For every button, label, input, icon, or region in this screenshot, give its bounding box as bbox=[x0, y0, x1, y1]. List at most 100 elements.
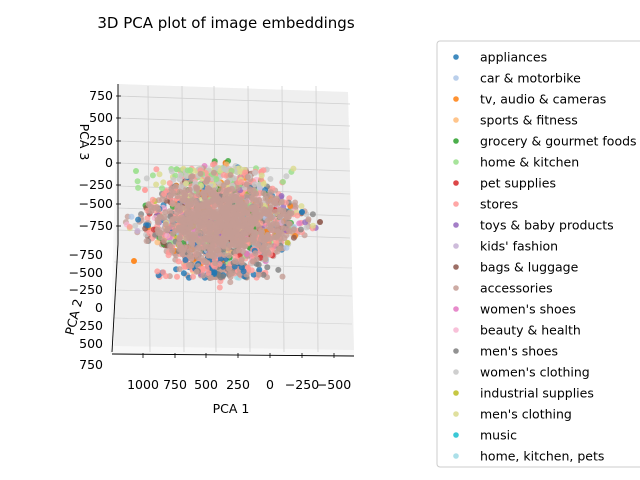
legend-entry: appliances bbox=[453, 50, 547, 65]
scatter-point bbox=[235, 247, 242, 254]
scatter-point bbox=[280, 178, 286, 185]
scatter-point bbox=[220, 182, 227, 189]
legend-label: stores bbox=[480, 197, 518, 212]
scatter-point bbox=[169, 247, 176, 254]
legend-label: women's shoes bbox=[480, 302, 576, 317]
scatter-point bbox=[183, 180, 190, 187]
legend-label: beauty & health bbox=[480, 323, 581, 338]
z-tick-label: −500 bbox=[79, 196, 113, 211]
scatter-points bbox=[122, 158, 323, 291]
scatter-point bbox=[239, 207, 246, 214]
scatter-point bbox=[211, 224, 218, 230]
legend-entry: home, kitchen, pets bbox=[453, 449, 604, 464]
scatter-point bbox=[153, 181, 160, 188]
scatter-point bbox=[206, 230, 213, 237]
scatter-point bbox=[242, 221, 249, 228]
scatter-point bbox=[213, 234, 220, 241]
scatter-point bbox=[227, 279, 234, 286]
scatter-point bbox=[249, 258, 256, 265]
scatter-point bbox=[260, 180, 267, 187]
scatter-point bbox=[280, 207, 287, 214]
scatter-point bbox=[234, 197, 241, 204]
scatter-point bbox=[161, 190, 168, 197]
scatter-point bbox=[193, 268, 200, 275]
scatter-point bbox=[283, 244, 290, 251]
scatter-point bbox=[128, 213, 135, 220]
scatter-point bbox=[154, 268, 161, 275]
scatter-point bbox=[202, 243, 209, 250]
scatter-point bbox=[200, 272, 207, 279]
scatter-point bbox=[162, 221, 169, 228]
legend-marker bbox=[453, 201, 459, 207]
scatter-point bbox=[240, 268, 247, 275]
legend-marker bbox=[453, 369, 459, 375]
scatter-point bbox=[236, 165, 243, 172]
legend-label: industrial supplies bbox=[480, 386, 594, 401]
scatter-point bbox=[279, 273, 286, 280]
scatter-point bbox=[284, 225, 291, 232]
legend-entry: tv, audio & cameras bbox=[453, 92, 606, 107]
scatter-point bbox=[262, 256, 269, 263]
scatter-point bbox=[258, 172, 265, 179]
legend-entry: toys & baby products bbox=[453, 218, 614, 233]
legend-marker bbox=[453, 138, 459, 144]
scatter-point bbox=[183, 173, 190, 180]
scatter-point bbox=[267, 176, 274, 182]
scatter-point bbox=[162, 209, 169, 216]
legend-label: grocery & gourmet foods bbox=[480, 134, 637, 149]
legend-entry: grocery & gourmet foods bbox=[453, 134, 637, 149]
scatter-point bbox=[243, 181, 250, 188]
scatter-point bbox=[200, 211, 207, 218]
scatter-point bbox=[176, 176, 183, 183]
scatter-point bbox=[194, 206, 201, 213]
scatter-point bbox=[220, 165, 227, 172]
scatter-point bbox=[217, 205, 224, 212]
scatter-point bbox=[256, 266, 263, 273]
legend-marker bbox=[453, 285, 459, 291]
scatter-point bbox=[174, 215, 180, 222]
legend-label: car & motorbike bbox=[480, 71, 581, 86]
scatter-point bbox=[292, 203, 299, 210]
y-axis-line bbox=[111, 243, 119, 353]
scatter-point bbox=[217, 255, 224, 262]
z-tick-label: 0 bbox=[105, 155, 113, 170]
scatter-point bbox=[252, 169, 259, 176]
chart-title: 3D PCA plot of image embeddings bbox=[97, 14, 354, 32]
scatter-point bbox=[167, 243, 174, 250]
scatter-point bbox=[188, 174, 195, 181]
grid-line-vertical bbox=[315, 85, 319, 353]
x-tick-label: 1000 bbox=[127, 377, 159, 392]
legend-marker bbox=[453, 390, 459, 396]
scatter-point bbox=[248, 195, 255, 201]
legend-label: men's shoes bbox=[480, 344, 558, 359]
scatter-point bbox=[219, 273, 226, 280]
legend-marker bbox=[453, 411, 459, 417]
scatter-point bbox=[297, 226, 304, 233]
scatter-point bbox=[186, 248, 193, 255]
scatter-point bbox=[205, 252, 212, 259]
scatter-point bbox=[263, 234, 270, 241]
scatter-point bbox=[272, 208, 279, 215]
scatter-point bbox=[188, 192, 195, 199]
scatter-point bbox=[252, 209, 259, 215]
scatter-point bbox=[144, 215, 151, 222]
legend-label: home, kitchen, pets bbox=[480, 449, 604, 464]
scatter-point bbox=[159, 196, 165, 203]
scatter-point bbox=[257, 201, 264, 208]
legend: appliances car & motorbike tv, audio & cam… bbox=[436, 40, 640, 468]
legend-entry: music bbox=[453, 428, 517, 443]
scatter-point bbox=[186, 262, 193, 268]
legend-entry: sports & fitness bbox=[453, 113, 578, 128]
scatter-point bbox=[206, 187, 213, 194]
legend-marker bbox=[453, 117, 459, 123]
y-tick-label: −250 bbox=[69, 282, 103, 297]
scatter-point bbox=[188, 224, 195, 231]
scatter-point bbox=[177, 184, 184, 191]
scatter-point bbox=[202, 216, 209, 223]
legend-marker bbox=[453, 264, 459, 270]
legend-marker bbox=[453, 243, 459, 249]
legend-label: sports & fitness bbox=[480, 113, 578, 128]
scatter-point bbox=[296, 220, 303, 227]
scatter-point bbox=[230, 204, 237, 211]
scatter-point bbox=[246, 226, 253, 233]
